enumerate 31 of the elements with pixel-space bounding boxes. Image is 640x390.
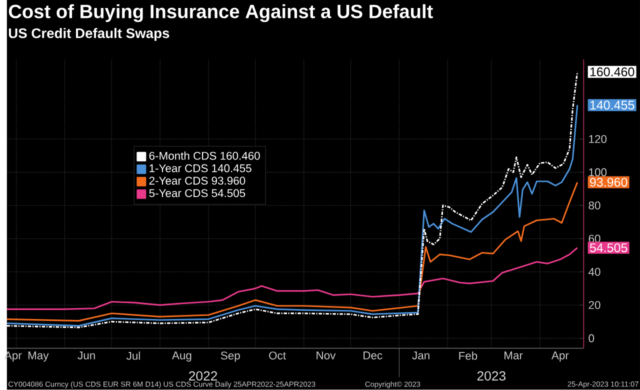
line-series (6, 247, 578, 310)
data-label: 54.505 (590, 243, 628, 252)
x-tick-label: Nov (316, 352, 336, 360)
text: 2023 (477, 371, 506, 381)
x-tick-label: Jan (412, 352, 430, 360)
x-tick-label: Mar (504, 352, 523, 360)
y-tick-label: 80 (588, 202, 600, 210)
legend-label: 6-Month CDS 160.460 (149, 152, 260, 160)
x-tick-label: Aug (172, 352, 192, 362)
x-tick-label: Dec (364, 352, 382, 360)
legend-label: 5-Year CDS 54.505 (149, 189, 246, 198)
x-tick-label: Oct (269, 352, 286, 360)
chart-title: Cost of Buying Insurance Against a US Default (8, 4, 433, 22)
legend-label: 1-Year CDS 140.455 (150, 164, 252, 172)
y-tick-label: 0 (588, 334, 594, 342)
text: 2022 (189, 371, 218, 381)
y-tick-label: 40 (588, 268, 600, 276)
legend-label: 2-Year CDS 93.960 (149, 176, 246, 185)
x-tick-label: Apr (551, 352, 569, 362)
chart-subtitle: US Credit Default Swaps (8, 28, 170, 41)
y-tick-label: 120 (589, 135, 607, 144)
data-label: 140.455 (590, 100, 634, 110)
x-tick-label: Jun (78, 352, 95, 360)
x-tick-label: May (28, 352, 49, 362)
y-tick-label: 20 (588, 301, 600, 310)
y-tick-label: 100 (589, 168, 607, 176)
data-label: 93.960 (590, 178, 628, 187)
x-tick-label: Jul (126, 352, 140, 360)
x-tick-label: Sep (220, 352, 240, 362)
data-label: 160.460 (590, 68, 634, 76)
x-tick-label: Feb (459, 352, 478, 360)
